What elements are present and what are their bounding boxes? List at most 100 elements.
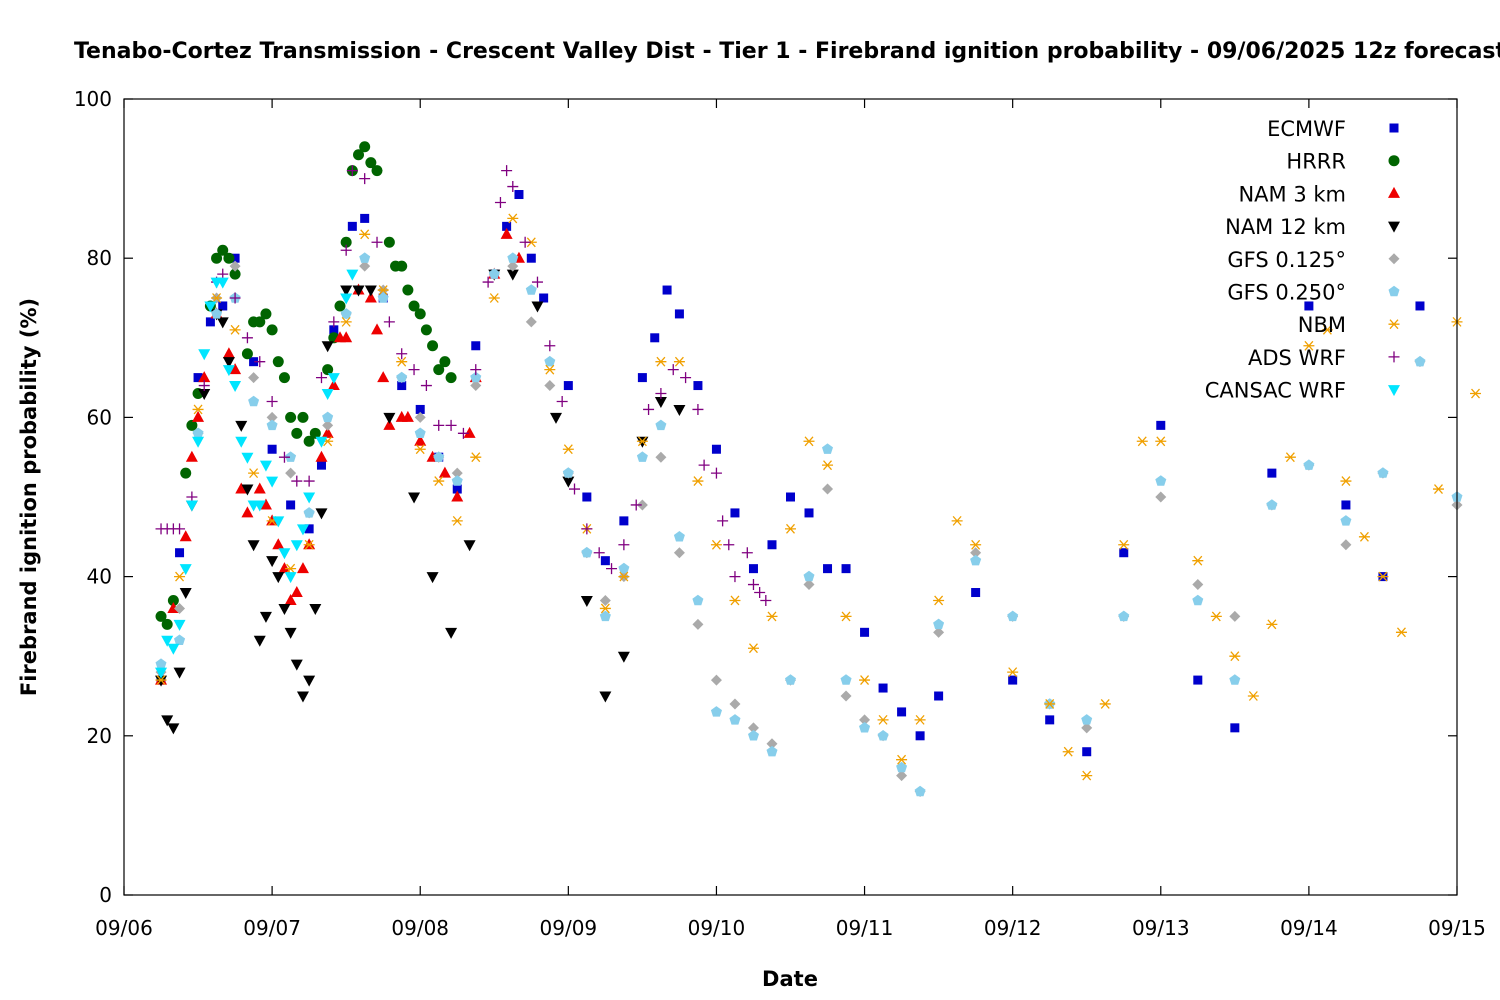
data-point xyxy=(340,316,352,327)
data-point xyxy=(599,594,611,606)
data-point xyxy=(327,379,340,391)
data-point xyxy=(457,427,469,439)
legend-marker xyxy=(1388,385,1400,397)
data-point xyxy=(860,627,870,637)
x-tick-label: 09/12 xyxy=(984,916,1042,940)
data-point xyxy=(408,300,420,312)
data-point xyxy=(229,363,242,375)
data-point xyxy=(730,508,740,518)
data-point xyxy=(1210,611,1222,622)
data-point xyxy=(692,594,704,606)
series xyxy=(155,269,686,735)
legend-marker xyxy=(1388,221,1400,233)
data-point xyxy=(482,276,494,288)
data-point xyxy=(1156,420,1166,430)
data-point xyxy=(179,588,192,600)
data-point xyxy=(896,754,908,765)
data-point xyxy=(693,381,703,391)
data-point xyxy=(396,356,408,367)
y-tick-label: 80 xyxy=(87,246,112,270)
data-point xyxy=(433,451,445,462)
data-point xyxy=(297,411,309,423)
data-point xyxy=(359,141,371,153)
data-point xyxy=(235,436,248,448)
y-tick-label: 20 xyxy=(87,724,112,748)
data-point xyxy=(1118,610,1130,622)
legend-label: ADS WRF xyxy=(1248,346,1346,370)
x-tick-label: 09/08 xyxy=(391,916,449,940)
data-point xyxy=(211,308,223,319)
data-point xyxy=(415,404,425,414)
data-point xyxy=(1229,674,1241,685)
data-point xyxy=(1007,667,1019,678)
data-point xyxy=(346,165,358,177)
data-point xyxy=(253,500,266,512)
data-point xyxy=(278,451,290,463)
data-point xyxy=(556,395,568,407)
data-point xyxy=(822,443,833,454)
data-point xyxy=(327,373,340,385)
data-point xyxy=(284,572,297,584)
legend-marker xyxy=(1388,285,1400,297)
data-point xyxy=(346,269,359,281)
data-point xyxy=(161,618,173,630)
data-point xyxy=(897,707,907,717)
data-point xyxy=(840,674,852,685)
data-point xyxy=(729,571,741,583)
data-point xyxy=(272,516,285,528)
data-point xyxy=(303,492,316,504)
data-point xyxy=(414,434,427,446)
data-point xyxy=(272,538,285,550)
data-point xyxy=(1192,594,1204,606)
axes: 09/06 09/07 09/08 09/09 09/10 09/11 09/12 09/13… xyxy=(74,87,1486,940)
series xyxy=(155,269,359,679)
legend-marker xyxy=(1388,351,1400,363)
data-point xyxy=(329,325,339,335)
y-tick-label: 0 xyxy=(99,883,112,907)
x-axis-label: Date xyxy=(762,967,818,991)
data-point xyxy=(290,540,303,552)
data-point xyxy=(507,252,519,263)
data-point xyxy=(266,476,279,488)
data-point xyxy=(278,603,291,615)
legend-label: NAM 3 km xyxy=(1238,182,1346,206)
series xyxy=(155,252,1463,797)
data-point xyxy=(192,410,205,422)
data-point xyxy=(471,341,481,351)
data-point xyxy=(303,475,315,487)
data-point xyxy=(1192,555,1204,566)
legend-marker xyxy=(1388,155,1400,167)
data-point xyxy=(438,466,451,478)
data-point xyxy=(1303,340,1315,351)
data-point xyxy=(1082,747,1092,757)
data-point xyxy=(340,285,353,297)
data-point xyxy=(229,260,241,272)
series xyxy=(156,190,1425,757)
data-point xyxy=(1340,515,1352,526)
data-point xyxy=(161,635,174,647)
y-tick-label: 40 xyxy=(87,565,112,589)
data-point xyxy=(284,593,297,605)
data-point xyxy=(303,675,316,687)
data-point xyxy=(643,403,655,415)
data-point xyxy=(822,483,834,495)
data-point xyxy=(304,524,314,534)
data-point xyxy=(654,396,667,408)
data-point xyxy=(470,371,482,383)
data-point xyxy=(267,444,277,454)
data-point xyxy=(1062,746,1074,757)
data-point xyxy=(470,452,482,463)
data-point xyxy=(877,714,889,725)
data-point xyxy=(803,570,815,582)
data-point xyxy=(249,357,259,367)
data-point xyxy=(223,252,235,264)
data-point xyxy=(680,372,692,384)
data-point xyxy=(1193,675,1203,685)
data-point xyxy=(766,738,778,750)
data-point xyxy=(618,539,630,551)
data-point xyxy=(599,610,611,622)
series xyxy=(155,141,457,630)
data-point xyxy=(167,723,180,735)
data-point xyxy=(291,475,303,487)
data-point xyxy=(501,165,513,177)
